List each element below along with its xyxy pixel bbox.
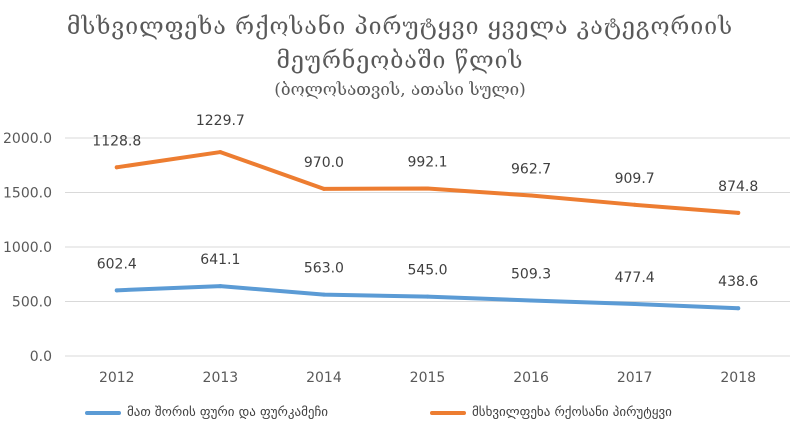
- data-point-s2-4: [529, 193, 534, 198]
- data-point-s2-2: [321, 186, 326, 191]
- y-tick-label-3: 1500.0: [3, 186, 52, 202]
- chart-title-line-2: მეურნეობაში წლის: [276, 48, 524, 74]
- data-point-s2-3: [425, 186, 430, 191]
- data-point-s1-5: [632, 301, 637, 306]
- data-label-s1-6: 438.6: [718, 274, 758, 290]
- data-label-s2-3: 992.1: [407, 154, 447, 170]
- x-tick-label-0: 2012: [99, 370, 135, 386]
- data-point-s1-1: [218, 284, 223, 289]
- data-label-s2-6: 874.8: [718, 179, 758, 195]
- legend-label-series-2: მსხვილფეხა რქოსანი პირუტყვი: [472, 405, 672, 420]
- legend-item-series-2: მსხვილფეხა რქოსანი პირუტყვი: [430, 405, 672, 420]
- y-tick-label-2: 1000.0: [3, 240, 52, 256]
- x-tick-label-2: 2014: [306, 370, 342, 386]
- data-label-s2-2: 970.0: [304, 155, 344, 171]
- x-tick-label-5: 2017: [617, 370, 653, 386]
- data-point-s2-1: [218, 150, 223, 155]
- legend-swatch-series-2: [430, 410, 466, 415]
- data-label-s2-5: 909.7: [615, 171, 655, 187]
- chart-subtitle: (ბოლოსათვის, ათასი სული): [274, 80, 526, 100]
- chart-title: მსხვილფეხა რქოსანი პირუტყვი ყველა კატეგო…: [0, 10, 800, 102]
- x-tick-label-4: 2016: [513, 370, 549, 386]
- data-point-s2-0: [114, 165, 119, 170]
- legend: მათ შორის ფური და ფურკამეჩი მსხვილფეხა რ…: [0, 403, 800, 427]
- y-tick-label-0: 0.0: [30, 349, 52, 365]
- data-label-s1-5: 477.4: [615, 270, 655, 286]
- data-point-s1-3: [425, 294, 430, 299]
- chart-title-line-1: მსხვილფეხა რქოსანი პირუტყვი ყველა კატეგო…: [66, 14, 734, 40]
- data-point-s1-6: [736, 306, 741, 311]
- data-point-s2-5: [632, 202, 637, 207]
- x-tick-label-6: 2018: [720, 370, 756, 386]
- data-point-s1-0: [114, 288, 119, 293]
- data-point-s2-6: [736, 210, 741, 215]
- data-label-s1-0: 602.4: [97, 256, 137, 272]
- data-label-s1-3: 545.0: [407, 263, 447, 279]
- legend-swatch-series-1: [85, 410, 121, 415]
- data-label-s2-4: 962.7: [511, 162, 551, 178]
- x-tick-label-1: 2013: [203, 370, 239, 386]
- legend-label-series-1: მათ შორის ფური და ფურკამეჩი: [127, 405, 328, 420]
- data-label-s1-4: 509.3: [511, 266, 551, 282]
- y-tick-label-4: 2000.0: [3, 131, 52, 147]
- data-point-s1-2: [321, 292, 326, 297]
- data-label-s2-0: 1128.8: [92, 133, 141, 149]
- y-tick-label-1: 500.0: [12, 295, 52, 311]
- data-label-s1-1: 641.1: [200, 252, 240, 268]
- data-label-s1-2: 563.0: [304, 261, 344, 277]
- data-label-s2-1: 1229.7: [196, 113, 245, 129]
- data-point-s1-4: [529, 298, 534, 303]
- x-tick-label-3: 2015: [410, 370, 446, 386]
- legend-item-series-1: მათ შორის ფური და ფურკამეჩი: [85, 405, 328, 420]
